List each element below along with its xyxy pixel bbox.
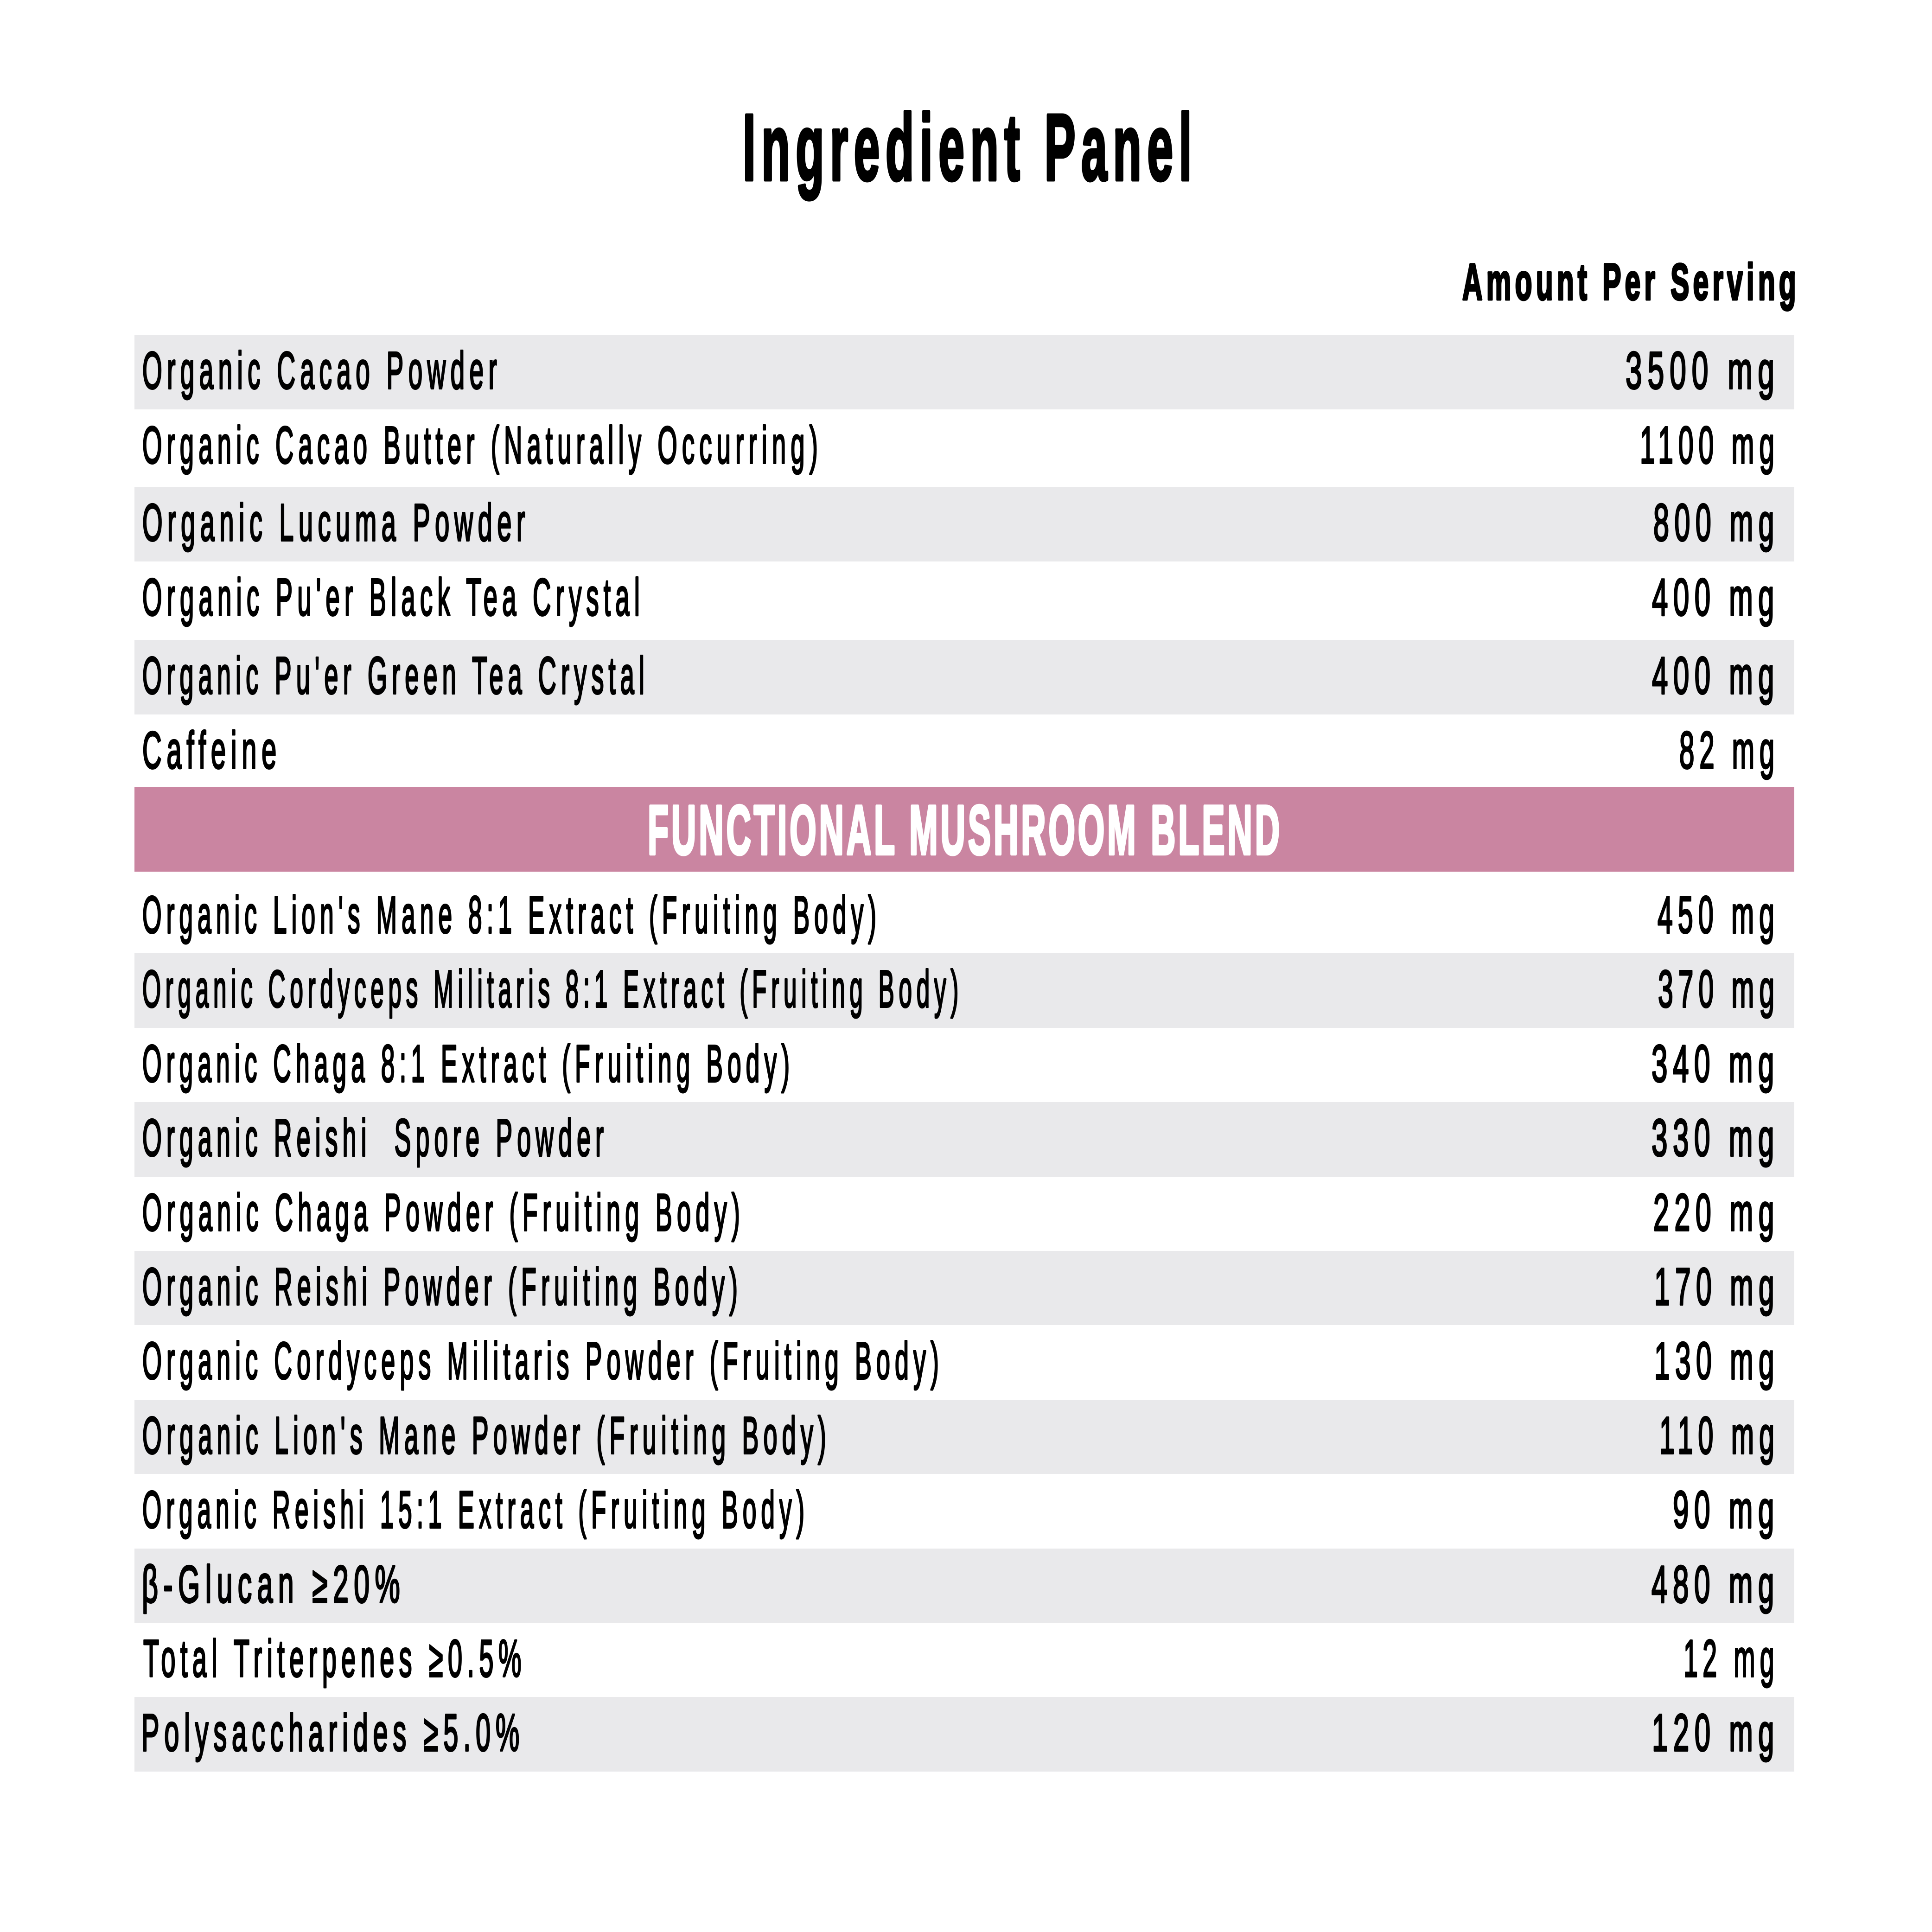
svg-text:Ingredient Panel: Ingredient Panel [743,95,1198,200]
svg-text:370 mg: 370 mg [1658,960,1779,1018]
svg-text:120 mg: 120 mg [1652,1703,1779,1762]
svg-text:340 mg: 340 mg [1651,1034,1779,1093]
svg-text:Organic Chaga 8:1 Extract (Fru: Organic Chaga 8:1 Extract (Fruiting Body… [142,1034,794,1093]
svg-text:110 mg: 110 mg [1659,1406,1779,1465]
svg-text:Amount Per Serving: Amount Per Serving [1462,254,1800,311]
svg-text:Organic Reishi 15:1 Extract (F: Organic Reishi 15:1 Extract (Fruiting Bo… [142,1480,809,1539]
svg-text:Organic Lion's Mane Powder (Fr: Organic Lion's Mane Powder (Fruiting Bod… [142,1406,831,1465]
svg-text:800 mg: 800 mg [1653,493,1779,552]
svg-text:Organic Cordyceps Militaris Po: Organic Cordyceps Militaris Powder (Frui… [142,1332,944,1390]
svg-text:3500 mg: 3500 mg [1626,341,1780,400]
svg-text:Caffeine: Caffeine [142,721,281,779]
svg-text:Polysaccharides ≥5.0%: Polysaccharides ≥5.0% [141,1703,524,1762]
svg-text:Organic Lucuma Powder: Organic Lucuma Powder [142,493,530,552]
svg-text:Organic Cordyceps Militaris 8:: Organic Cordyceps Militaris 8:1 Extract … [142,960,963,1018]
svg-text:Total Triterpenes ≥0.5%: Total Triterpenes ≥0.5% [143,1629,526,1688]
svg-text:450 mg: 450 mg [1658,886,1779,944]
svg-text:Organic Pu'er Black Tea Crysta: Organic Pu'er Black Tea Crystal [142,568,644,626]
svg-text:Organic Lion's Mane 8:1 Extrac: Organic Lion's Mane 8:1 Extract (Fruitin… [142,886,881,944]
svg-text:12 mg: 12 mg [1683,1629,1779,1688]
svg-text:1100 mg: 1100 mg [1640,416,1779,474]
svg-text:130 mg: 130 mg [1654,1332,1779,1390]
svg-text:Organic Cacao Butter (Naturall: Organic Cacao Butter (Naturally Occurrin… [142,416,823,474]
svg-text:FUNCTIONAL MUSHROOM BLEND: FUNCTIONAL MUSHROOM BLEND [648,791,1282,869]
svg-text:Organic Pu'er Green Tea Crysta: Organic Pu'er Green Tea Crystal [142,646,649,705]
svg-text:90 mg: 90 mg [1673,1480,1779,1539]
svg-text:400 mg: 400 mg [1652,568,1779,626]
svg-text:Organic Chaga Powder (Fruiting: Organic Chaga Powder (Fruiting Body) [142,1183,745,1242]
svg-text:Organic Cacao Powder: Organic Cacao Powder [142,341,502,400]
svg-text:170 mg: 170 mg [1654,1257,1779,1316]
svg-text:82 mg: 82 mg [1679,721,1779,779]
svg-text:330 mg: 330 mg [1651,1109,1779,1167]
svg-text:480 mg: 480 mg [1651,1555,1779,1613]
svg-text:Organic Reishi Spore Powder: Organic Reishi Spore Powder [142,1109,608,1167]
svg-text:β-Glucan ≥20%: β-Glucan ≥20% [142,1555,405,1613]
svg-text:Organic Reishi Powder (Fruitin: Organic Reishi Powder (Fruiting Body) [142,1257,742,1316]
svg-text:400 mg: 400 mg [1652,646,1779,705]
svg-text:220 mg: 220 mg [1653,1183,1779,1242]
